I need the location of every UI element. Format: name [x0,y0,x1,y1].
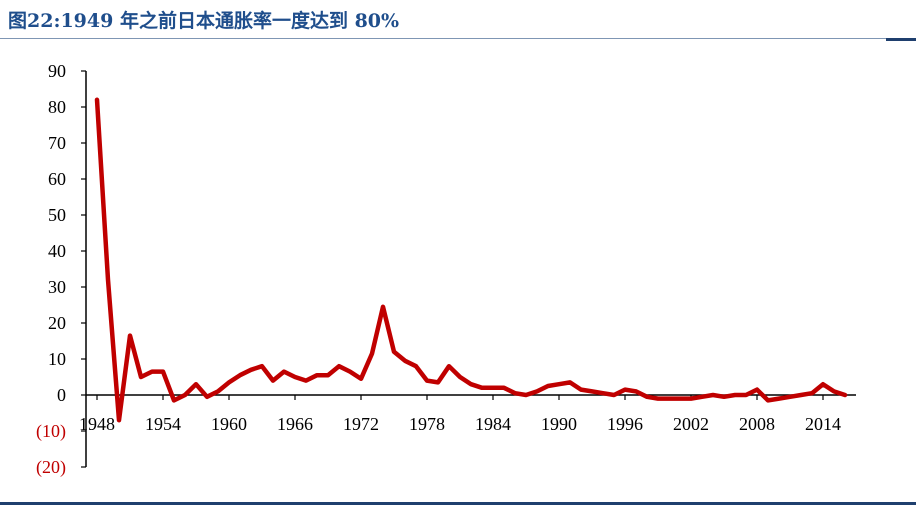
x-tick-label: 2008 [739,414,775,434]
y-tick-label: 90 [48,61,66,81]
x-axis: 1948 1954 1960 1966 1972 1978 1984 1990 1996 2002… [79,394,856,434]
y-tick-label: 20 [48,313,66,333]
y-tick-label: 40 [48,241,66,261]
x-tick-label: 1960 [211,414,247,434]
x-tick-label: 1972 [343,414,379,434]
x-tick-label: 1966 [277,414,313,434]
y-axis: 90 80 70 60 50 40 30 20 10 0 (10) (20) [36,61,87,478]
y-tick-label: 50 [48,205,66,225]
y-tick-label: 60 [48,169,66,189]
y-tick-label: 10 [48,349,66,369]
chart-title: 图22:1949 年之前日本通胀率一度达到 80% [8,10,400,32]
x-tick-label: 1984 [475,414,511,434]
x-tick-label: 1990 [541,414,577,434]
title-divider [0,38,916,39]
y-tick-label: (10) [36,421,66,442]
y-tick-label: (20) [36,457,66,478]
y-tick-label: 70 [48,133,66,153]
y-tick-label: 30 [48,277,66,297]
y-tick-label: 0 [57,385,66,405]
title-divider-accent [886,38,916,41]
x-tick-label: 1996 [607,414,643,434]
x-tick-label: 1978 [409,414,445,434]
x-tick-label: 2014 [805,414,841,434]
footer-divider [0,502,916,505]
x-tick-label: 1954 [145,414,181,434]
x-tick-label: 2002 [673,414,709,434]
series-layer [94,97,848,423]
y-tick-label: 80 [48,97,66,117]
series-line [94,97,848,423]
x-tick-label: 1948 [79,414,115,434]
